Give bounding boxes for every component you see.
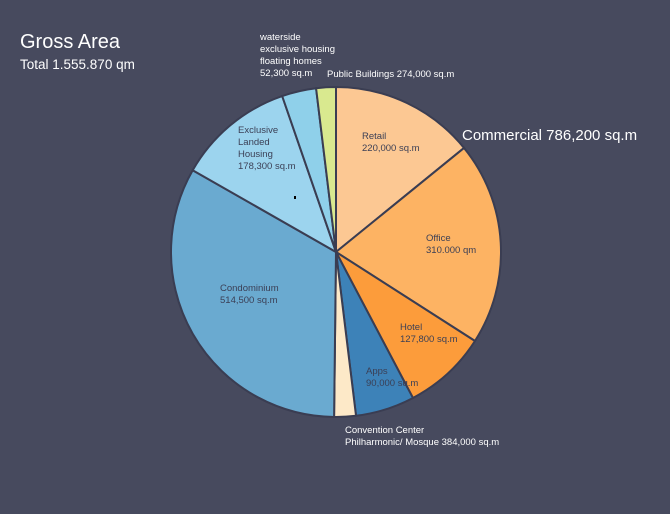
marker-dot — [294, 196, 296, 199]
slice-label: Condominium 514,500 sq.m — [220, 283, 279, 306]
chart-subtitle: Total 1.555.870 qm — [20, 57, 135, 72]
pie-slice-exclusive-landed-housing — [191, 94, 338, 255]
slice-label-line: 178,300 sq.m — [238, 161, 296, 172]
slice-label-line: 90,000 sq.m — [366, 378, 418, 389]
convention-annotation: Convention Center Philharmonic/ Mosque 3… — [345, 425, 499, 448]
waterside-annotation: waterside exclusive housing floating hom… — [259, 32, 338, 79]
slice-label: Retail 220,000 sq.m — [362, 131, 420, 154]
pie-slice-condominium — [170, 168, 338, 419]
slice-label: Exclusive Landed Housing 178,300 sq.m — [238, 125, 296, 172]
slice-label: Apps 90,000 sq.m — [366, 366, 418, 389]
chart-title: Gross Area — [20, 31, 121, 53]
slice-label: Office 310.000 qm — [426, 233, 476, 256]
pie-slice-office — [334, 146, 502, 343]
slice-label-line: Landed — [238, 137, 270, 148]
slice-label-line: Hotel — [400, 322, 422, 333]
commercial-annotation: Commercial 786,200 sq.m — [462, 127, 637, 144]
waterside-line-3: floating homes — [260, 56, 322, 67]
public-buildings-annotation: Public Buildings 274,000 sq.m — [327, 69, 454, 80]
pie-slice-public-buildings — [314, 85, 337, 253]
slice-label-line: 127,800 sq.m — [400, 334, 458, 345]
slice-label-line: 514,500 sq.m — [220, 295, 278, 306]
slice-label: Hotel 127,800 sq.m — [400, 322, 458, 345]
pie-slice-retail — [335, 85, 466, 255]
waterside-line-2: exclusive housing — [260, 44, 335, 55]
waterside-line-1: waterside — [259, 32, 301, 43]
slice-label-line: Office — [426, 233, 451, 244]
slice-label-line: Retail — [362, 131, 386, 142]
slice-label-line: 220,000 sq.m — [362, 143, 420, 154]
convention-line-1: Convention Center — [345, 425, 424, 436]
pie-slices — [170, 85, 502, 419]
slice-label-line: Housing — [238, 149, 273, 160]
slice-label-line: Condominium — [220, 283, 279, 294]
slice-label-line: Apps — [366, 366, 388, 377]
convention-line-2: Philharmonic/ Mosque 384,000 sq.m — [345, 437, 499, 448]
slice-label-line: Exclusive — [238, 125, 278, 136]
waterside-line-4: 52,300 sq.m — [260, 68, 312, 79]
slice-label-line: 310.000 qm — [426, 245, 476, 256]
